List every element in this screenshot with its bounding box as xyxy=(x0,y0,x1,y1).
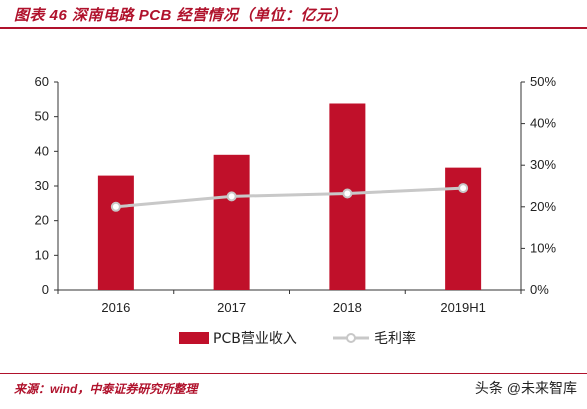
y-right-tick-label: 50% xyxy=(530,74,556,89)
point-gross-margin xyxy=(458,183,469,194)
footer-divider xyxy=(0,373,587,374)
y-left-tick-label: 40 xyxy=(35,143,49,158)
point-gross-margin xyxy=(226,191,237,202)
y-left-tick-label: 50 xyxy=(35,109,49,124)
y-left-tick-label: 0 xyxy=(42,282,49,297)
chart-title: 图表 46 深南电路 PCB 经营情况（单位：亿元） xyxy=(14,7,348,24)
y-left-tick-label: 20 xyxy=(35,213,49,228)
watermark: 头条 @未来智库 xyxy=(474,380,577,396)
y-left-tick-label: 30 xyxy=(35,178,49,193)
source-note: 来源：wind，中泰证券研究所整理 xyxy=(14,382,198,396)
y-right-tick-label: 0% xyxy=(530,282,549,297)
x-tick-label: 2016 xyxy=(101,300,130,315)
legend-label-pcb-revenue: PCB营业收入 xyxy=(213,331,297,347)
y-left-tick-label: 10 xyxy=(35,247,49,262)
legend-swatch-pcb-revenue xyxy=(179,332,209,344)
line-gross-margin xyxy=(115,186,464,209)
y-right-tick-label: 20% xyxy=(530,199,556,214)
point-gross-margin xyxy=(342,188,353,199)
x-tick-label: 2018 xyxy=(333,300,362,315)
bar-pcb-revenue xyxy=(97,175,134,290)
y-right-tick-label: 40% xyxy=(530,116,556,131)
point-gross-margin xyxy=(110,201,121,212)
y-left-tick-label: 60 xyxy=(35,74,49,89)
y-right-tick-label: 30% xyxy=(530,157,556,172)
legend-label-gross-margin: 毛利率 xyxy=(374,330,416,347)
legend-marker-gross-margin xyxy=(346,333,356,343)
x-tick-label: 2017 xyxy=(217,300,246,315)
y-right-tick-label: 10% xyxy=(530,240,556,255)
bar-pcb-revenue xyxy=(213,154,250,290)
x-tick-label: 2019H1 xyxy=(440,300,486,315)
chart-canvas: 0 10 20 30 40 50 60 0% 10% 20% 30% 40% 50% 2016 2017 20… xyxy=(35,74,557,347)
title-divider xyxy=(0,27,587,29)
